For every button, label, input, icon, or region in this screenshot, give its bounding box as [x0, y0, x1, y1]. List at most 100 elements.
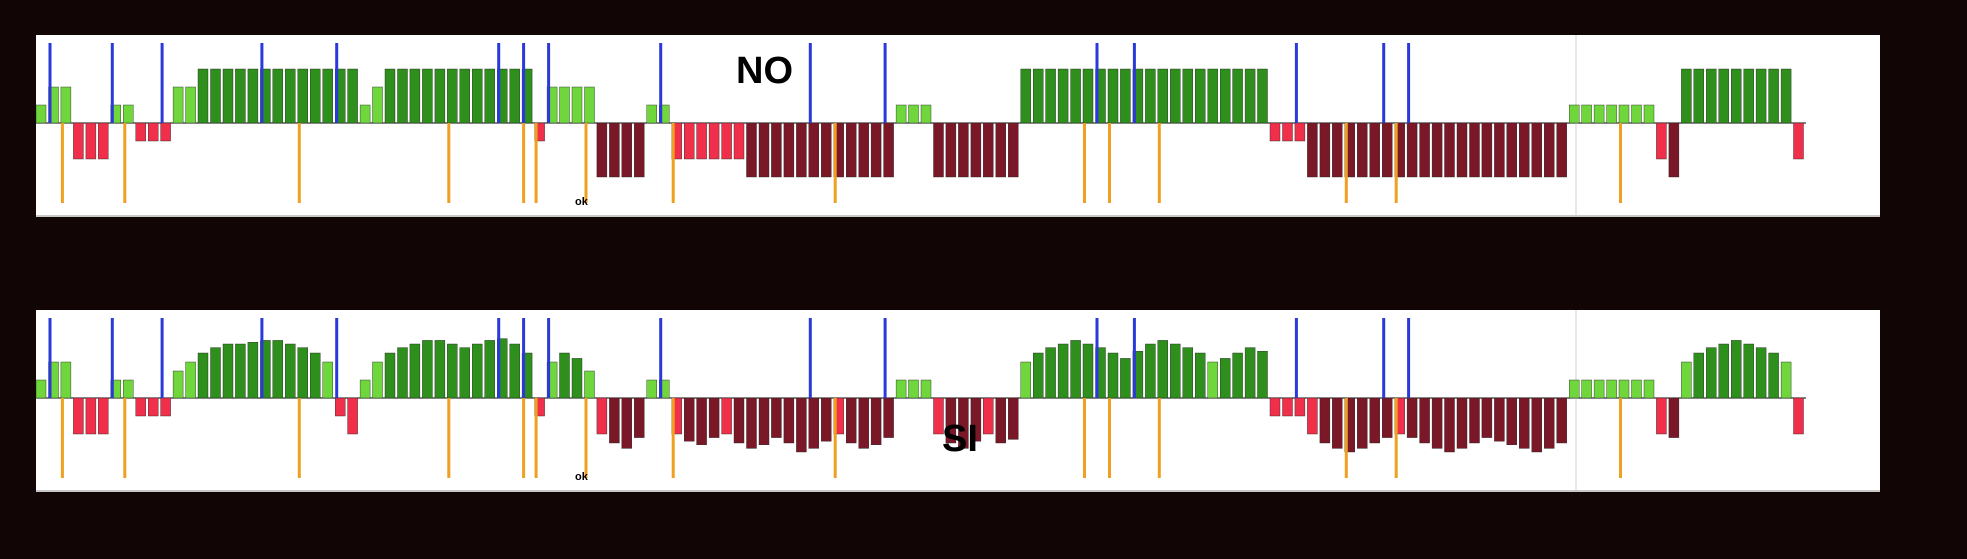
bar-mark	[310, 352, 321, 399]
blue-marker	[160, 318, 164, 398]
bar-mark	[1057, 68, 1069, 124]
blue-marker	[1294, 318, 1298, 398]
blue-marker	[1095, 318, 1099, 398]
bar-mark	[1082, 68, 1094, 124]
bar-mark	[372, 86, 383, 124]
bar-mark	[1780, 361, 1792, 399]
bar-mark	[1494, 397, 1505, 442]
bar-mark	[559, 352, 570, 399]
bar-mark	[1381, 397, 1393, 438]
bar-mark	[1668, 397, 1680, 438]
orange-marker	[1108, 398, 1111, 478]
bar-mark	[920, 379, 932, 399]
bar-mark	[621, 397, 632, 449]
bar-mark	[1743, 343, 1754, 399]
orange-marker	[1394, 123, 1398, 203]
blue-marker	[1095, 43, 1099, 123]
bar-mark	[1556, 122, 1567, 178]
bar-mark	[970, 122, 982, 178]
bar-mark	[1170, 68, 1181, 124]
bar-mark	[1606, 379, 1617, 399]
orange-marker	[123, 398, 127, 478]
orange-marker	[1619, 398, 1622, 478]
bar-mark	[895, 379, 907, 399]
orange-marker	[447, 398, 451, 478]
bar-mark	[484, 340, 495, 399]
bar-mark	[472, 343, 483, 399]
bar-mark	[310, 68, 321, 124]
bar-mark	[347, 68, 358, 124]
bar-mark	[771, 122, 782, 178]
bar-mark	[584, 86, 595, 124]
bar-mark	[596, 397, 608, 435]
bar-mark	[85, 122, 97, 160]
bar-mark	[1008, 122, 1019, 178]
bar-mark	[1319, 122, 1331, 178]
bar-mark	[1070, 340, 1081, 399]
bar-mark	[185, 86, 196, 124]
blue-marker	[883, 318, 887, 398]
bar-mark	[733, 122, 745, 160]
bar-mark	[1257, 351, 1268, 399]
bar-mark	[796, 397, 807, 453]
bar-mark	[521, 352, 533, 399]
bar-mark	[1207, 361, 1218, 399]
orange-marker	[1157, 398, 1161, 478]
bar-mark	[920, 104, 932, 124]
bar-mark	[1120, 68, 1131, 124]
bar-mark	[98, 122, 109, 160]
orange-marker	[833, 398, 837, 478]
bar-mark	[933, 397, 944, 435]
bar-mark	[135, 397, 146, 417]
bar-mark	[1494, 122, 1505, 178]
bar-mark	[634, 122, 645, 178]
bar-mark	[995, 122, 1006, 178]
blue-marker	[1407, 318, 1411, 398]
bar-mark	[235, 343, 246, 399]
bar-mark	[1045, 347, 1056, 399]
bar-mark	[1357, 397, 1368, 449]
bar-mark	[1107, 68, 1119, 124]
bar-mark	[1307, 122, 1318, 178]
bar-mark	[746, 397, 757, 449]
bar-mark	[783, 397, 795, 444]
bar-mark	[808, 397, 819, 449]
bar-mark	[98, 397, 109, 435]
bar-mark	[73, 397, 84, 435]
bar-mark	[172, 86, 184, 124]
bar-mark	[235, 68, 246, 124]
orange-marker	[671, 398, 675, 478]
bar-mark	[1406, 122, 1418, 178]
bar-mark	[1730, 68, 1742, 124]
bar-mark	[397, 347, 408, 399]
bar-mark	[870, 397, 882, 445]
bar-mark	[870, 122, 882, 178]
bar-mark	[1145, 343, 1156, 399]
bar-mark	[36, 104, 47, 124]
bar-mark	[1456, 122, 1468, 178]
bar-mark	[222, 343, 234, 399]
bar-mark	[1120, 358, 1131, 399]
bar-mark	[584, 370, 595, 399]
bar-mark	[534, 122, 545, 142]
blue-marker	[547, 318, 551, 398]
bar-mark	[821, 397, 832, 442]
bar-mark	[846, 397, 857, 444]
bar-mark	[85, 397, 97, 435]
bar-mark	[995, 397, 1006, 444]
bar-mark	[1008, 397, 1019, 440]
orange-marker	[1394, 398, 1398, 478]
blue-marker	[1382, 318, 1386, 398]
blue-marker	[1294, 43, 1298, 123]
bar-mark	[1481, 122, 1493, 178]
bar-mark	[1581, 104, 1592, 124]
bar-mark	[521, 68, 533, 124]
bar-mark	[73, 122, 84, 160]
bar-mark	[434, 340, 446, 399]
bar-mark	[796, 122, 807, 178]
blue-marker	[260, 43, 264, 123]
bar-mark	[247, 342, 259, 399]
bar-mark	[733, 397, 745, 444]
blue-marker	[1132, 318, 1136, 398]
bar-mark	[1269, 122, 1281, 142]
